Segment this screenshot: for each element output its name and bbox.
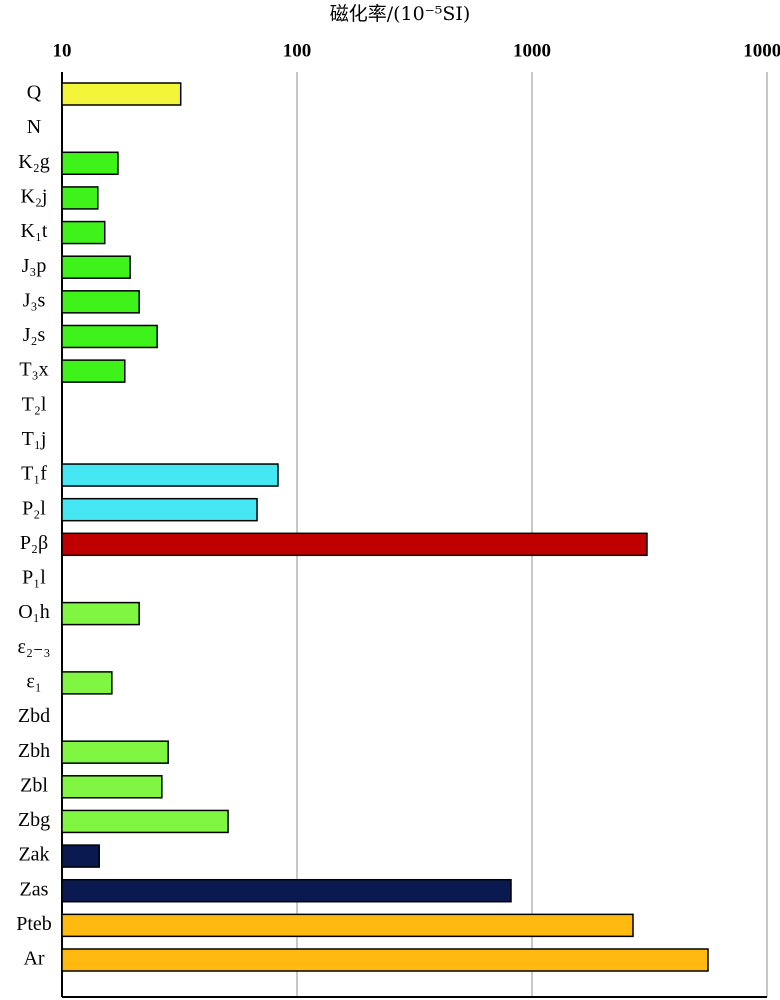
bar xyxy=(61,290,140,314)
x-tick-label: 1000 xyxy=(513,40,551,61)
y-tick-label: O₁h xyxy=(18,601,49,623)
bar xyxy=(61,671,113,695)
bar xyxy=(61,220,106,245)
bar xyxy=(61,186,99,210)
bar xyxy=(61,878,512,903)
y-tick-label: K₂g xyxy=(18,151,49,173)
bar xyxy=(61,913,634,938)
y-tick-label: ɛ₂₋₃ xyxy=(18,636,51,658)
bar xyxy=(61,463,279,487)
bar xyxy=(61,359,126,383)
bar xyxy=(61,497,258,522)
x-tick-label: 10000 xyxy=(743,40,780,61)
x-tick-label: 10 xyxy=(53,40,72,61)
y-tick-label: T₁j xyxy=(22,428,47,450)
y-tick-label: J₂s xyxy=(23,324,46,346)
y-tick-label: Zak xyxy=(18,844,49,866)
y-tick-label: P₂β xyxy=(20,532,48,554)
y-tick-label: J₃s xyxy=(23,289,46,311)
bar xyxy=(61,844,100,868)
bar xyxy=(61,809,229,834)
bar xyxy=(61,255,131,279)
y-tick-label: Zbl xyxy=(20,774,48,796)
y-tick-label: K₁t xyxy=(21,220,48,242)
y-tick-label: Pteb xyxy=(16,913,52,935)
bar xyxy=(61,151,119,176)
y-tick-label: K₂j xyxy=(21,186,48,208)
bar xyxy=(61,82,182,106)
y-tick-label: Zbh xyxy=(18,740,50,762)
bar xyxy=(61,948,709,972)
bar xyxy=(61,775,163,799)
y-tick-label: T₃x xyxy=(19,359,48,381)
y-tick-label: Ar xyxy=(23,948,44,970)
y-tick-label: N xyxy=(27,116,41,138)
y-tick-label: T₁f xyxy=(21,463,47,485)
y-tick-label: P₂l xyxy=(22,497,46,519)
bar xyxy=(61,740,169,764)
y-tick-label: J₃p xyxy=(22,255,47,277)
y-tick-label: Zas xyxy=(20,878,49,900)
y-tick-label: Zbd xyxy=(18,705,50,727)
bar xyxy=(61,601,140,626)
y-tick-label: Zbg xyxy=(18,809,50,831)
bar xyxy=(61,324,158,349)
y-tick-label: P₁l xyxy=(22,567,46,589)
y-tick-label: Q xyxy=(27,82,42,104)
bar xyxy=(61,532,648,557)
y-tick-label: T₂l xyxy=(22,393,47,415)
chart-title: 磁化率/(10⁻⁵SI) xyxy=(330,3,471,25)
y-tick-label: ɛ₁ xyxy=(26,670,41,692)
x-tick-label: 100 xyxy=(283,40,312,61)
